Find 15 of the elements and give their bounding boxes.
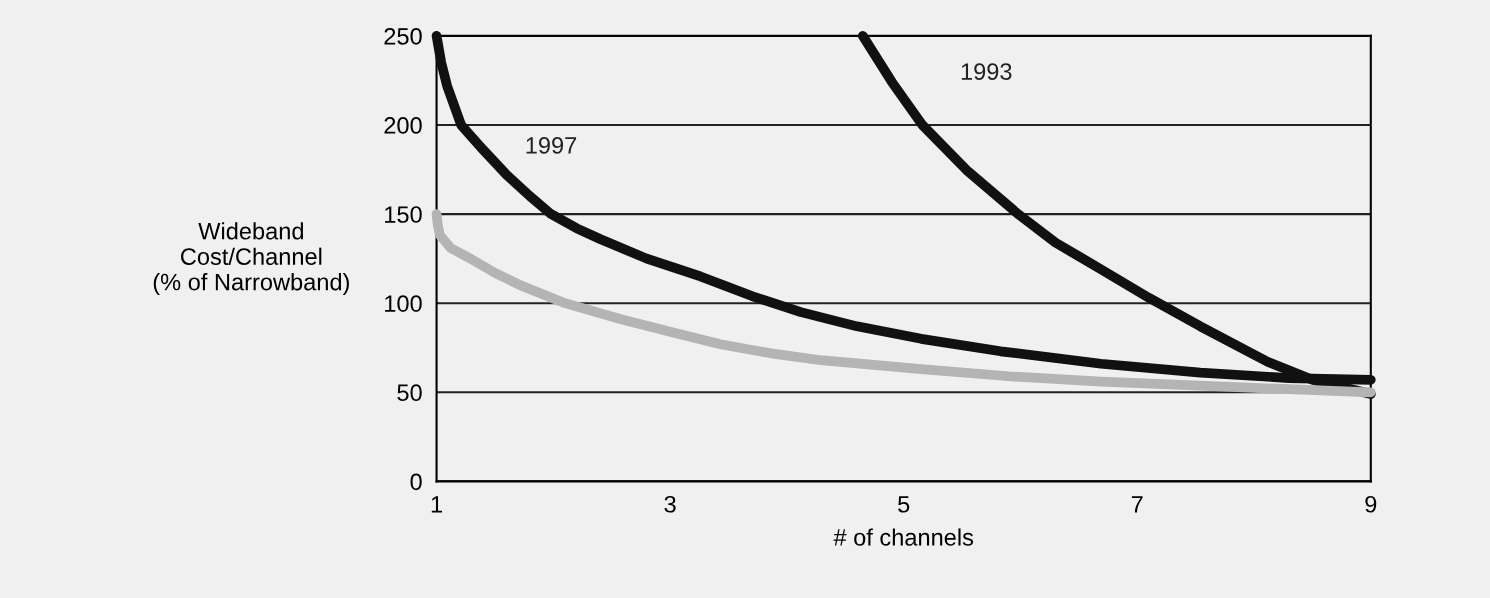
y-tick-label: 0 [410,473,422,491]
x-tick-label: 1 [431,496,442,513]
x-tick-label: 5 [898,496,910,513]
y-tick-label: 50 [397,384,422,402]
x-tick-label: 9 [1365,495,1377,513]
text: 1993 [961,63,1012,80]
x-axis-title: # of channels [833,528,974,546]
y-tick-label: 150 [385,206,422,223]
y-tick-label: 250 [384,27,422,45]
y-axis-title: Wideband Cost/Channel (% of Narrowband) [153,222,349,296]
x-tick-label: 7 [1131,496,1143,513]
y-tick-label: 200 [384,117,422,134]
y-tick-label: 100 [385,295,422,312]
series-label: 1997 [526,137,577,154]
x-tick-label: 3 [664,495,676,513]
